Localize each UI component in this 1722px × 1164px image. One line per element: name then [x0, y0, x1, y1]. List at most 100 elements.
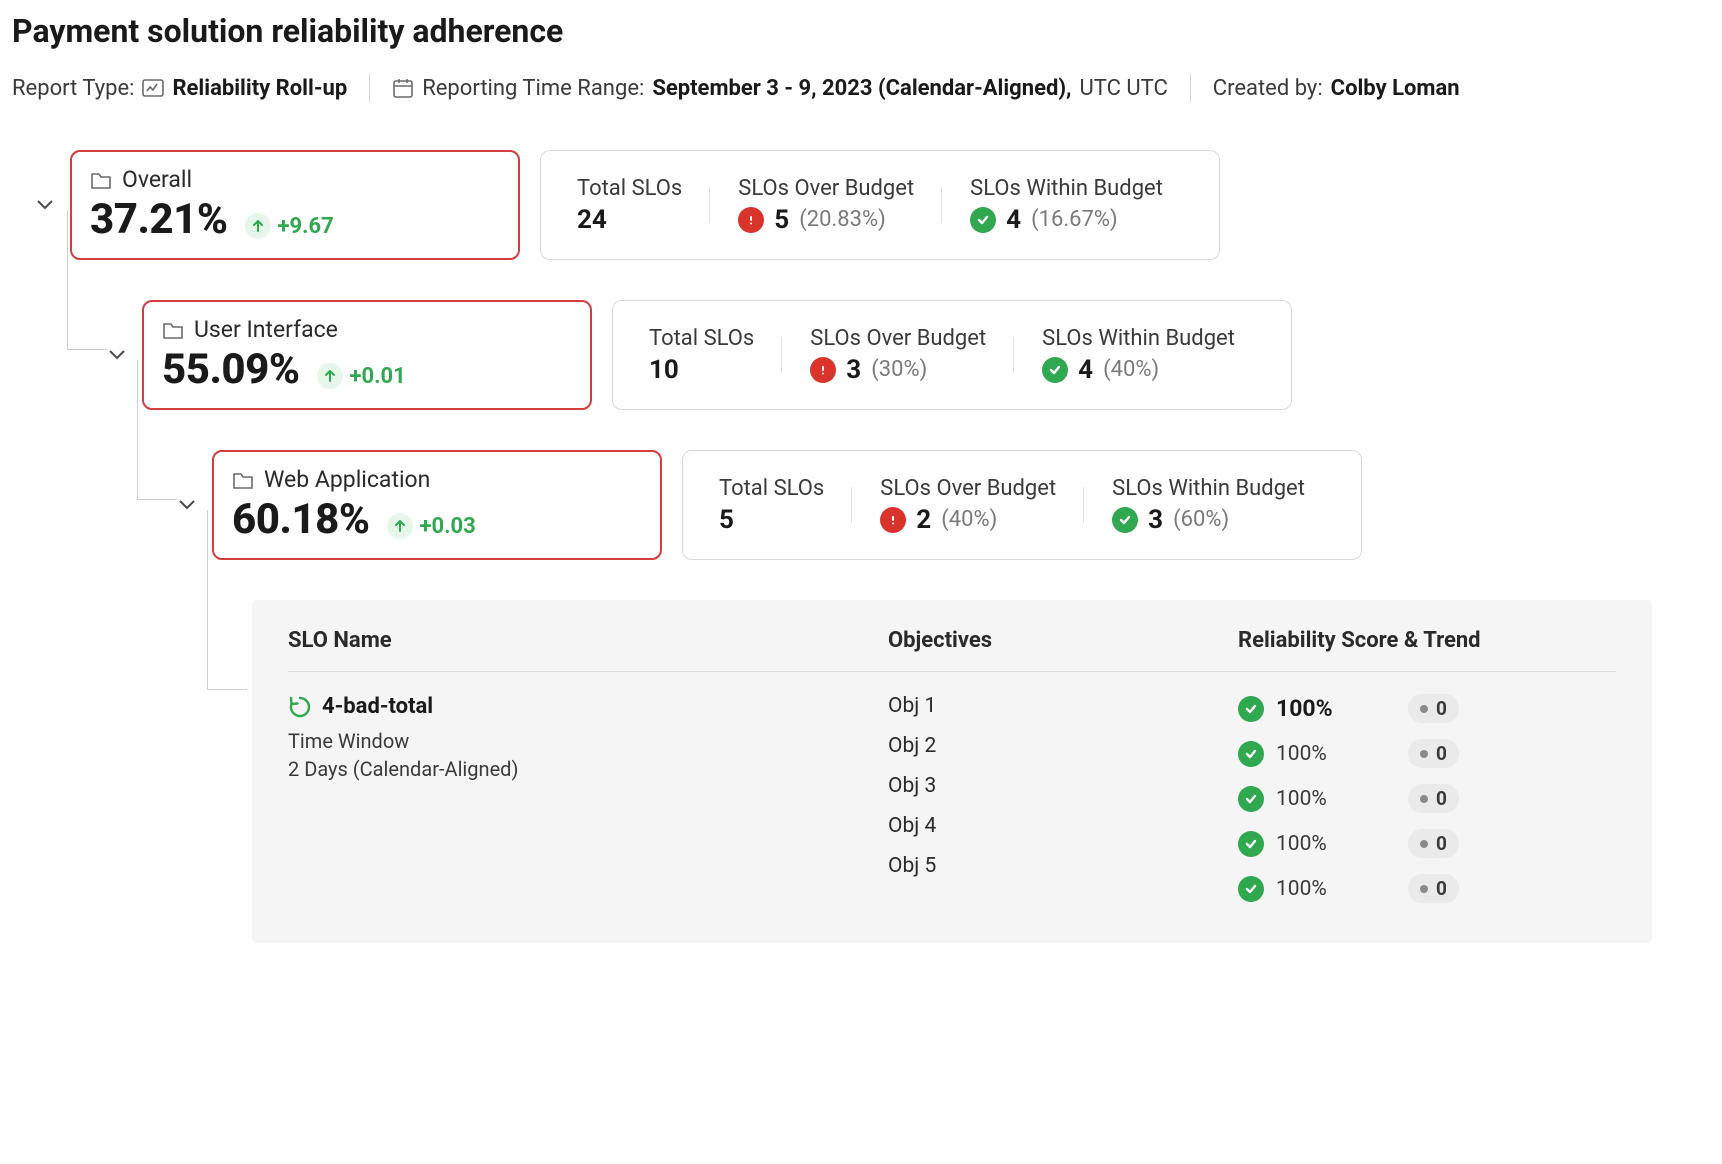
stat-percent: (30%): [871, 357, 927, 382]
trend-dot-icon: [1420, 705, 1428, 713]
card-trend: +0.03: [387, 513, 475, 539]
meta-row: Report Type: Reliability Roll-up Reporti…: [12, 74, 1710, 102]
chevron-down-icon: [106, 344, 128, 366]
time-range-tz: UTC UTC: [1079, 76, 1167, 101]
score-value: 100%: [1276, 742, 1366, 766]
stat-total: Total SLOs 5: [711, 476, 852, 535]
trend-dot-icon: [1420, 750, 1428, 758]
stat-within-budget: SLOs Within Budget 3 (60%): [1084, 476, 1333, 535]
expand-toggle[interactable]: [34, 194, 56, 216]
stat-value: 5: [774, 205, 789, 235]
success-icon: [1238, 786, 1264, 812]
slo-info: 4-bad-total Time Window 2 Days (Calendar…: [288, 694, 888, 903]
trend-pill: 0: [1408, 694, 1459, 723]
alert-icon: [738, 207, 764, 233]
stat-value: 5: [719, 505, 734, 535]
stat-label: SLOs Over Budget: [880, 476, 1056, 501]
card-percent: 55.09%: [162, 345, 299, 394]
stat-percent: (20.83%): [799, 207, 886, 232]
success-icon: [970, 207, 996, 233]
objective-label: Obj 5: [888, 854, 1238, 878]
stats-card-user-interface: Total SLOs 10 SLOs Over Budget 3 (30%) S…: [612, 300, 1292, 410]
trend-pill: 0: [1408, 784, 1459, 813]
stat-label: SLOs Within Budget: [970, 176, 1163, 201]
highlight-card-web-application[interactable]: Web Application 60.18% +0.03: [212, 450, 662, 560]
slo-detail-panel: SLO Name Objectives Reliability Score & …: [252, 600, 1652, 943]
stat-label: Total SLOs: [649, 326, 754, 351]
slo-objectives-list: Obj 1Obj 2Obj 3Obj 4Obj 5: [888, 694, 1238, 903]
objective-label: Obj 1: [888, 694, 1238, 718]
meta-time-range: Reporting Time Range: September 3 - 9, 2…: [392, 76, 1168, 101]
trend-pill: 0: [1408, 829, 1459, 858]
expand-toggle[interactable]: [106, 344, 128, 366]
alert-icon: [810, 357, 836, 383]
trend-value: +9.67: [277, 214, 333, 239]
stat-label: SLOs Over Budget: [738, 176, 914, 201]
success-icon: [1238, 831, 1264, 857]
page-title: Payment solution reliability adherence: [12, 12, 1710, 50]
trend-value: +0.01: [349, 364, 405, 389]
trend-pill-value: 0: [1436, 832, 1447, 855]
divider: [1190, 74, 1191, 102]
trend-pill-value: 0: [1436, 787, 1447, 810]
created-by-value: Colby Loman: [1331, 76, 1460, 101]
divider: [369, 74, 370, 102]
col-slo-name: SLO Name: [288, 628, 888, 653]
success-icon: [1042, 357, 1068, 383]
card-title: Overall: [122, 166, 192, 193]
stat-label: SLOs Within Budget: [1042, 326, 1235, 351]
slo-row: 4-bad-total Time Window 2 Days (Calendar…: [288, 694, 1616, 903]
stat-within-budget: SLOs Within Budget 4 (16.67%): [942, 176, 1191, 235]
summary-row-user-interface: User Interface 55.09% +0.01 Total SLOs 1…: [142, 300, 1710, 410]
slo-table-header: SLO Name Objectives Reliability Score & …: [288, 628, 1616, 672]
slo-scores-list: 100%0100%0100%0100%0100%0: [1238, 694, 1616, 903]
chevron-down-icon: [176, 494, 198, 516]
score-row: 100% 0: [1238, 739, 1616, 768]
score-row: 100% 0: [1238, 874, 1616, 903]
stat-value: 4: [1006, 205, 1021, 235]
stat-value: 3: [846, 355, 861, 385]
trend-dot-icon: [1420, 840, 1428, 848]
score-value: 100%: [1276, 877, 1366, 901]
trend-pill-value: 0: [1436, 697, 1447, 720]
stat-label: Total SLOs: [577, 176, 682, 201]
stat-value: 4: [1078, 355, 1093, 385]
created-by-label: Created by:: [1213, 76, 1323, 101]
success-icon: [1112, 507, 1138, 533]
stat-percent: (40%): [1103, 357, 1159, 382]
stats-card-overall: Total SLOs 24 SLOs Over Budget 5 (20.83%…: [540, 150, 1220, 260]
highlight-card-overall[interactable]: Overall 37.21% +9.67: [70, 150, 520, 260]
trend-value: +0.03: [419, 514, 475, 539]
score-row: 100% 0: [1238, 784, 1616, 813]
tree-connector: [207, 510, 247, 690]
card-percent: 60.18%: [232, 495, 369, 544]
stat-percent: (16.67%): [1031, 207, 1118, 232]
card-percent: 37.21%: [90, 195, 227, 244]
stat-over-budget: SLOs Over Budget 3 (30%): [782, 326, 1014, 385]
slo-time-window-label: Time Window: [288, 727, 888, 755]
score-row: 100% 0: [1238, 694, 1616, 723]
objective-label: Obj 3: [888, 774, 1238, 798]
score-row: 100%0: [1238, 829, 1616, 858]
expand-toggle[interactable]: [176, 494, 198, 516]
score-value: 100%: [1276, 695, 1366, 722]
stat-value: 24: [577, 205, 607, 235]
report-type-label: Report Type:: [12, 76, 134, 101]
highlight-card-user-interface[interactable]: User Interface 55.09% +0.01: [142, 300, 592, 410]
arrow-up-icon: [251, 219, 265, 233]
stat-value: 3: [1148, 505, 1163, 535]
report-type-value: Reliability Roll-up: [172, 76, 347, 101]
success-icon: [1238, 696, 1264, 722]
trend-pill-value: 0: [1436, 742, 1447, 765]
tree-connector: [67, 210, 107, 350]
trend-pill-value: 0: [1436, 877, 1447, 900]
card-trend: +9.67: [245, 213, 333, 239]
trend-dot-icon: [1420, 885, 1428, 893]
slo-name[interactable]: 4-bad-total: [322, 694, 433, 719]
stat-over-budget: SLOs Over Budget 5 (20.83%): [710, 176, 942, 235]
objective-label: Obj 4: [888, 814, 1238, 838]
score-value: 100%: [1276, 787, 1366, 811]
arrow-up-icon: [323, 369, 337, 383]
folder-icon: [232, 470, 254, 490]
stat-total: Total SLOs 10: [641, 326, 782, 385]
